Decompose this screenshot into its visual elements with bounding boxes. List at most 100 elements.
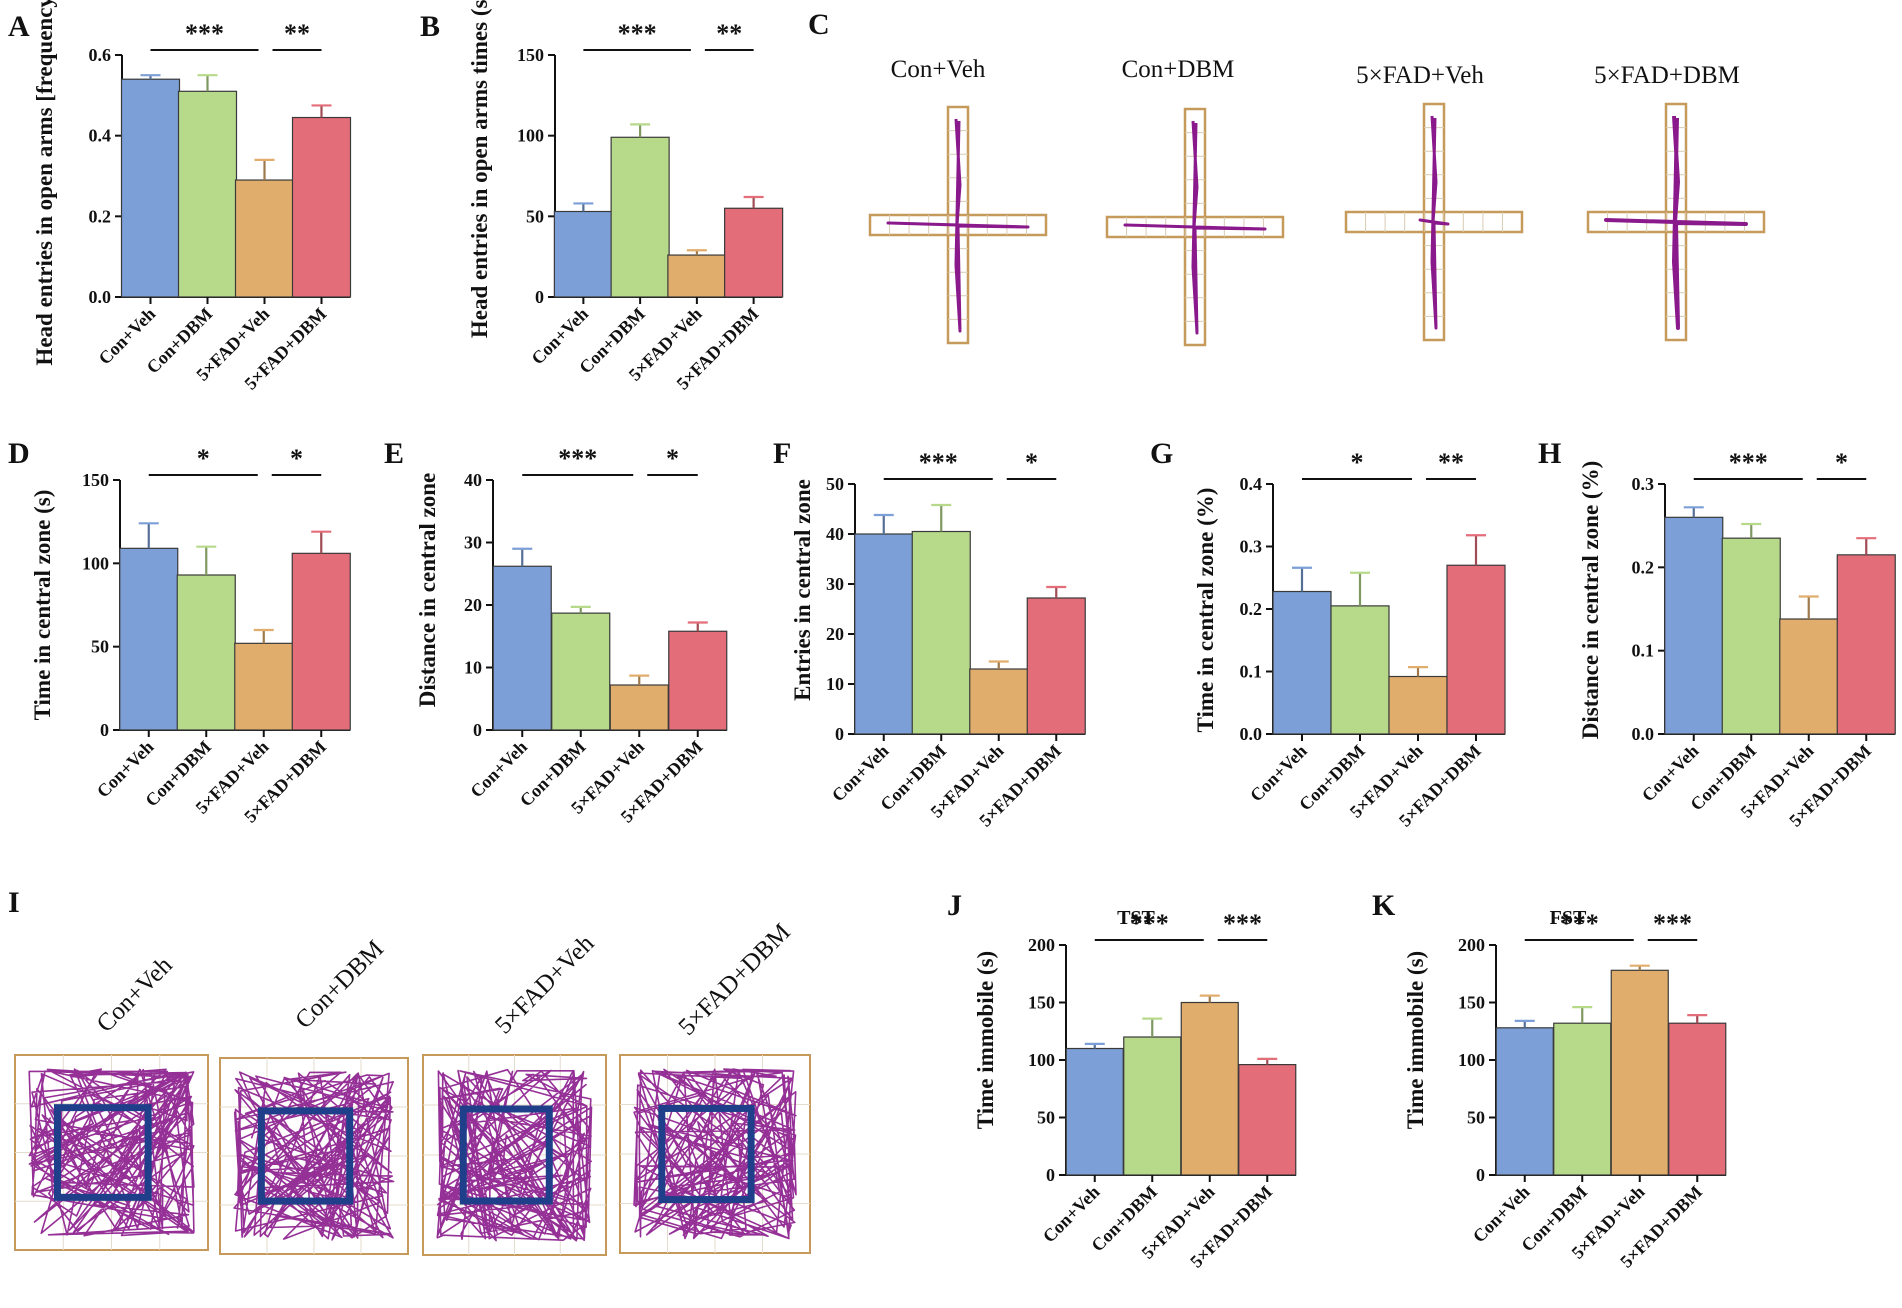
y-tick-label-b: 150: [517, 45, 544, 65]
significance-label-d: *: [197, 444, 210, 473]
plus-maze-4: [1586, 102, 1766, 342]
bar-e-con-dbm: [551, 612, 611, 731]
chart-panel-h: H Distance in central zone (%) 0.0 0.1 0.2 0.…: [1538, 437, 1896, 831]
maze-track: [1604, 115, 1748, 330]
chart-panel-b: B Head entries in open arms times (s) 0 50 1…: [420, 0, 784, 394]
bar-b-con-dbm: [610, 136, 670, 298]
panel-letter-h: H: [1538, 437, 1561, 470]
bar-h-5xfad-dbm: [1836, 554, 1896, 735]
bar-g-con-veh: [1272, 590, 1332, 735]
significance-label-f: ***: [919, 448, 958, 477]
bar-j-5xfad-veh: [1180, 1001, 1239, 1176]
y-tick-label-f: 0: [835, 724, 844, 744]
chart-title-j: TST: [1117, 907, 1155, 929]
y-tick-label-d: 150: [82, 470, 109, 490]
plus-maze-panel: C Con+Veh Con+DBM 5×FAD+Veh 5×FAD+DBM: [808, 8, 1766, 347]
maze-track: [1123, 120, 1267, 335]
y-tick-label-e: 30: [464, 533, 482, 553]
bar-e-5xfad-dbm: [668, 630, 728, 731]
y-tick-label-j: 200: [1028, 935, 1055, 955]
bar-f-con-veh: [854, 533, 914, 735]
y-tick-label-j: 0: [1046, 1165, 1055, 1185]
y-axis-label-b: Head entries in open arms times (s): [467, 0, 492, 338]
open-field-1: [14, 1054, 209, 1251]
y-tick-label-h: 0.1: [1632, 641, 1655, 661]
bar-a-con-dbm: [177, 90, 238, 298]
y-tick-label-f: 30: [826, 574, 844, 594]
bar-a-con-veh: [120, 78, 181, 298]
y-tick-label-g: 0.1: [1240, 662, 1263, 682]
y-tick-label-a: 0.6: [89, 45, 112, 65]
y-tick-label-d: 100: [82, 553, 109, 573]
y-tick-label-f: 50: [826, 474, 844, 494]
maze-label-con-dbm: Con+DBM: [1122, 56, 1235, 83]
bar-e-con-veh: [492, 565, 552, 731]
bar-j-con-veh: [1065, 1047, 1124, 1176]
y-tick-label-g: 0.0: [1240, 724, 1263, 744]
y-tick-label-k: 100: [1458, 1050, 1485, 1070]
y-tick-label-a: 0.2: [89, 206, 112, 226]
maze-track: [886, 118, 1030, 333]
significance-label-g: *: [1351, 448, 1364, 477]
y-axis-label-a: Head entries in open arms [frequency]: [32, 0, 57, 366]
y-tick-label-e: 20: [464, 595, 482, 615]
bar-d-5xfad-dbm: [291, 552, 351, 731]
significance-label-h: *: [1835, 448, 1848, 477]
y-tick-label-j: 100: [1028, 1050, 1055, 1070]
y-axis-label-g: Time in central zone (%): [1193, 488, 1218, 733]
center-zone: [459, 1105, 553, 1205]
significance-label-b: **: [716, 19, 742, 48]
significance-label-g: **: [1438, 448, 1464, 477]
y-axis-label-f: Entries in central zone: [790, 479, 815, 701]
y-tick-label-f: 10: [826, 674, 844, 694]
bar-g-5xfad-dbm: [1446, 564, 1506, 735]
open-field-4: [619, 1054, 811, 1254]
bar-h-5xfad-veh: [1779, 618, 1839, 735]
y-tick-label-k: 50: [1467, 1108, 1485, 1128]
panel-letter-j: J: [947, 889, 962, 922]
panel-letter-f: F: [773, 437, 791, 470]
significance-label-b: ***: [618, 19, 657, 48]
y-tick-label-k: 0: [1476, 1165, 1485, 1185]
center-zone: [257, 1107, 354, 1205]
bar-b-5xfad-dbm: [724, 207, 784, 298]
panel-letter-e: E: [384, 437, 404, 470]
y-tick-label-b: 100: [517, 126, 544, 146]
field-label-5xfad-dbm: 5×FAD+DBM: [674, 919, 796, 1041]
bar-d-5xfad-veh: [234, 642, 294, 731]
significance-label-d: *: [290, 444, 303, 473]
bar-k-5xfad-dbm: [1668, 1022, 1727, 1176]
significance-label-e: *: [666, 444, 679, 473]
significance-label-a: **: [284, 19, 310, 48]
open-field-3: [422, 1054, 607, 1256]
plus-maze-2: [1105, 107, 1285, 347]
maze-label-5xfad-veh: 5×FAD+Veh: [1356, 62, 1484, 89]
center-zone: [53, 1104, 152, 1201]
field-track: [436, 1068, 593, 1242]
field-label-con-dbm: Con+DBM: [290, 935, 389, 1034]
significance-label-j: ***: [1130, 909, 1169, 938]
maze-label-con-veh: Con+Veh: [891, 56, 986, 83]
bar-b-5xfad-veh: [667, 254, 727, 298]
bar-h-con-dbm: [1721, 537, 1781, 735]
y-tick-label-d: 50: [91, 637, 109, 657]
y-tick-label-k: 150: [1458, 993, 1485, 1013]
significance-label-e: ***: [558, 444, 597, 473]
y-tick-label-k: 200: [1458, 935, 1485, 955]
field-label-5xfad-veh: 5×FAD+Veh: [490, 930, 600, 1040]
bar-h-con-veh: [1664, 516, 1724, 735]
chart-panel-a: A Head entries in open arms [frequency] 0.…: [8, 0, 352, 394]
y-tick-label-d: 0: [100, 720, 109, 740]
bar-a-5xfad-veh: [234, 179, 295, 298]
bar-f-con-dbm: [911, 530, 971, 735]
y-tick-label-e: 40: [464, 470, 482, 490]
bar-j-con-dbm: [1123, 1036, 1182, 1176]
open-field-2: [219, 1057, 409, 1255]
bar-d-con-veh: [119, 547, 179, 731]
open-field-panel: I Con+Veh Con+DBM 5×FAD+Veh 5×FAD+DBM: [8, 886, 811, 1256]
center-zone: [658, 1104, 755, 1204]
chart-title-k: FST: [1550, 907, 1587, 929]
